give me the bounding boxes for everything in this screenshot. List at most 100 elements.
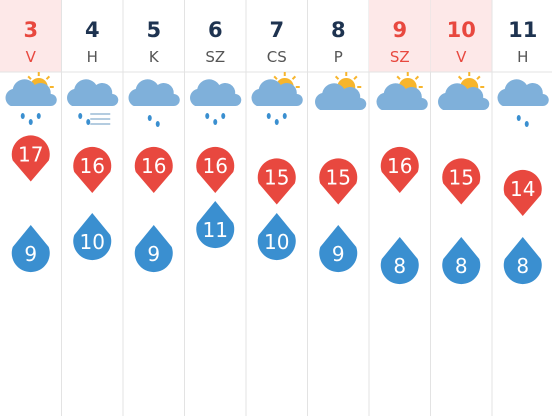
day-column: 5 K 16 9 xyxy=(123,0,185,416)
cloud xyxy=(190,79,242,106)
rain-drop xyxy=(86,119,91,125)
max-temp: 16 xyxy=(387,154,412,178)
min-temp: 8 xyxy=(455,254,468,278)
day-date: 10 xyxy=(447,18,476,42)
day-weekday: V xyxy=(26,48,37,66)
day-column: 7 CS 15 10 xyxy=(246,0,308,416)
sun-ray xyxy=(273,75,278,80)
sun-ray xyxy=(457,75,463,80)
cloud xyxy=(128,79,180,106)
day-weekday: V xyxy=(456,48,467,66)
sun-ray xyxy=(45,75,51,80)
cloud xyxy=(376,83,428,110)
max-temp: 14 xyxy=(510,177,535,201)
min-temp: 9 xyxy=(24,242,37,266)
max-temp: 16 xyxy=(203,154,228,178)
max-temp: 16 xyxy=(80,154,105,178)
rain-drop xyxy=(205,113,210,119)
day-date: 4 xyxy=(85,18,100,42)
max-temp-pin xyxy=(11,135,50,182)
cloud xyxy=(497,79,549,106)
min-temp-drop xyxy=(503,237,542,285)
rain-drop xyxy=(213,119,218,125)
min-temp: 10 xyxy=(264,230,289,254)
day-date: 8 xyxy=(331,18,346,42)
max-temp-pin xyxy=(380,146,419,193)
rain-drop xyxy=(516,115,521,121)
rain-drop xyxy=(282,113,287,119)
min-temp-drop xyxy=(257,213,296,261)
day-weekday: CS xyxy=(267,48,287,66)
day-weekday: SZ xyxy=(390,48,410,66)
sun-ray xyxy=(27,75,32,80)
weekend-header xyxy=(369,0,431,72)
max-temp: 16 xyxy=(141,154,166,178)
day-column: 4 H 16 10 xyxy=(61,0,124,416)
day-date: 7 xyxy=(269,18,284,42)
min-temp: 9 xyxy=(147,242,160,266)
day-weekday: H xyxy=(517,48,528,66)
sun-ray xyxy=(291,75,297,80)
cloud xyxy=(5,79,57,106)
min-temp: 9 xyxy=(332,242,345,266)
max-temp: 15 xyxy=(449,166,474,190)
day-weekday: H xyxy=(87,48,98,66)
sun-ray xyxy=(353,75,358,80)
cloud xyxy=(67,79,119,106)
rain-drop xyxy=(266,113,271,119)
day-date: 9 xyxy=(392,18,407,42)
rain-drop xyxy=(147,115,152,121)
day-column: 10 V 15 8 xyxy=(430,0,493,416)
day-date: 11 xyxy=(508,18,537,42)
day-column: 9 SZ 16 8 xyxy=(369,0,431,416)
weekend-header xyxy=(430,0,492,72)
day-weekday: K xyxy=(149,48,160,66)
day-column: 3 V 17 9 xyxy=(0,0,62,416)
day-column: 8 P 15 9 xyxy=(307,0,370,416)
sun-ray xyxy=(476,75,481,80)
max-temp: 17 xyxy=(18,143,43,167)
rain-drop xyxy=(36,113,41,119)
rain-drop xyxy=(78,113,83,119)
min-temp-drop xyxy=(319,225,358,273)
sun-ray xyxy=(414,75,420,80)
day-date: 5 xyxy=(146,18,161,42)
rain-drop xyxy=(28,119,33,125)
day-date: 3 xyxy=(23,18,38,42)
min-temp: 10 xyxy=(80,230,105,254)
rain-drop xyxy=(524,121,529,127)
max-temp-pin xyxy=(134,146,173,193)
rain-drop xyxy=(221,113,226,119)
rain-drop xyxy=(20,113,25,119)
rain-drop xyxy=(274,119,279,125)
max-temp-pin xyxy=(442,158,481,205)
cloud xyxy=(251,79,303,106)
min-temp-drop xyxy=(380,237,419,285)
min-temp: 11 xyxy=(203,218,228,242)
sun-ray xyxy=(396,75,401,80)
min-temp-drop xyxy=(73,213,112,261)
weekend-header xyxy=(0,0,62,72)
min-temp-drop xyxy=(11,225,50,273)
day-weekday: P xyxy=(334,48,343,66)
cloud xyxy=(315,83,367,110)
day-date: 6 xyxy=(208,18,223,42)
day-column: 11 H 14 8 xyxy=(492,18,552,285)
max-temp-pin xyxy=(319,158,358,205)
cloud xyxy=(438,83,490,110)
max-temp-pin xyxy=(503,169,542,216)
max-temp: 15 xyxy=(264,166,289,190)
max-temp-pin xyxy=(73,146,112,193)
day-column: 6 SZ 16 11 xyxy=(184,0,247,416)
rain-drop xyxy=(155,121,160,127)
min-temp: 8 xyxy=(516,254,529,278)
min-temp-drop xyxy=(196,201,235,249)
max-temp-pin xyxy=(257,158,296,205)
min-temp: 8 xyxy=(393,254,406,278)
max-temp: 15 xyxy=(326,166,351,190)
min-temp-drop xyxy=(134,225,173,273)
day-weekday: SZ xyxy=(205,48,225,66)
min-temp-drop xyxy=(442,237,481,285)
max-temp-pin xyxy=(196,146,235,193)
